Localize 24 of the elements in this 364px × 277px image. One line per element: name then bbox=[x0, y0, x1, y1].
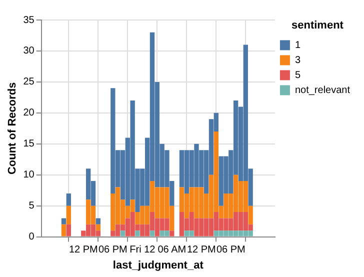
bar bbox=[135, 230, 140, 236]
legend-label: 1 bbox=[294, 40, 301, 51]
y-tick-label: 30 bbox=[23, 46, 35, 57]
x-axis-title: last_judgment_at bbox=[112, 259, 204, 272]
y-axis-title: Count of Records bbox=[6, 82, 19, 175]
x-tick-label: 06 PM bbox=[216, 244, 246, 256]
bar bbox=[120, 230, 126, 236]
legend-title: sentiment bbox=[291, 20, 344, 32]
y-tick-label: 15 bbox=[23, 138, 35, 150]
y-tick-label: 0 bbox=[28, 232, 35, 243]
x-tick-label: 12 PM bbox=[186, 244, 216, 256]
y-tick-label: 20 bbox=[23, 108, 35, 119]
x-tick-label: 12 PM bbox=[68, 244, 98, 256]
legend-label: not_relevant bbox=[294, 84, 350, 96]
y-tick-label: 25 bbox=[23, 76, 35, 88]
bar bbox=[150, 230, 155, 236]
y-tick-label: 10 bbox=[23, 170, 35, 181]
x-tick-label: Fri 12 bbox=[130, 244, 156, 256]
legend-label: 3 bbox=[294, 54, 301, 66]
y-tick-label: 5 bbox=[28, 200, 35, 212]
x-tick-label: 06 AM bbox=[158, 244, 186, 256]
legend-label: 5 bbox=[294, 70, 301, 81]
y-tick-label: 35 bbox=[23, 14, 35, 26]
x-tick-label: 06 PM bbox=[98, 244, 128, 256]
